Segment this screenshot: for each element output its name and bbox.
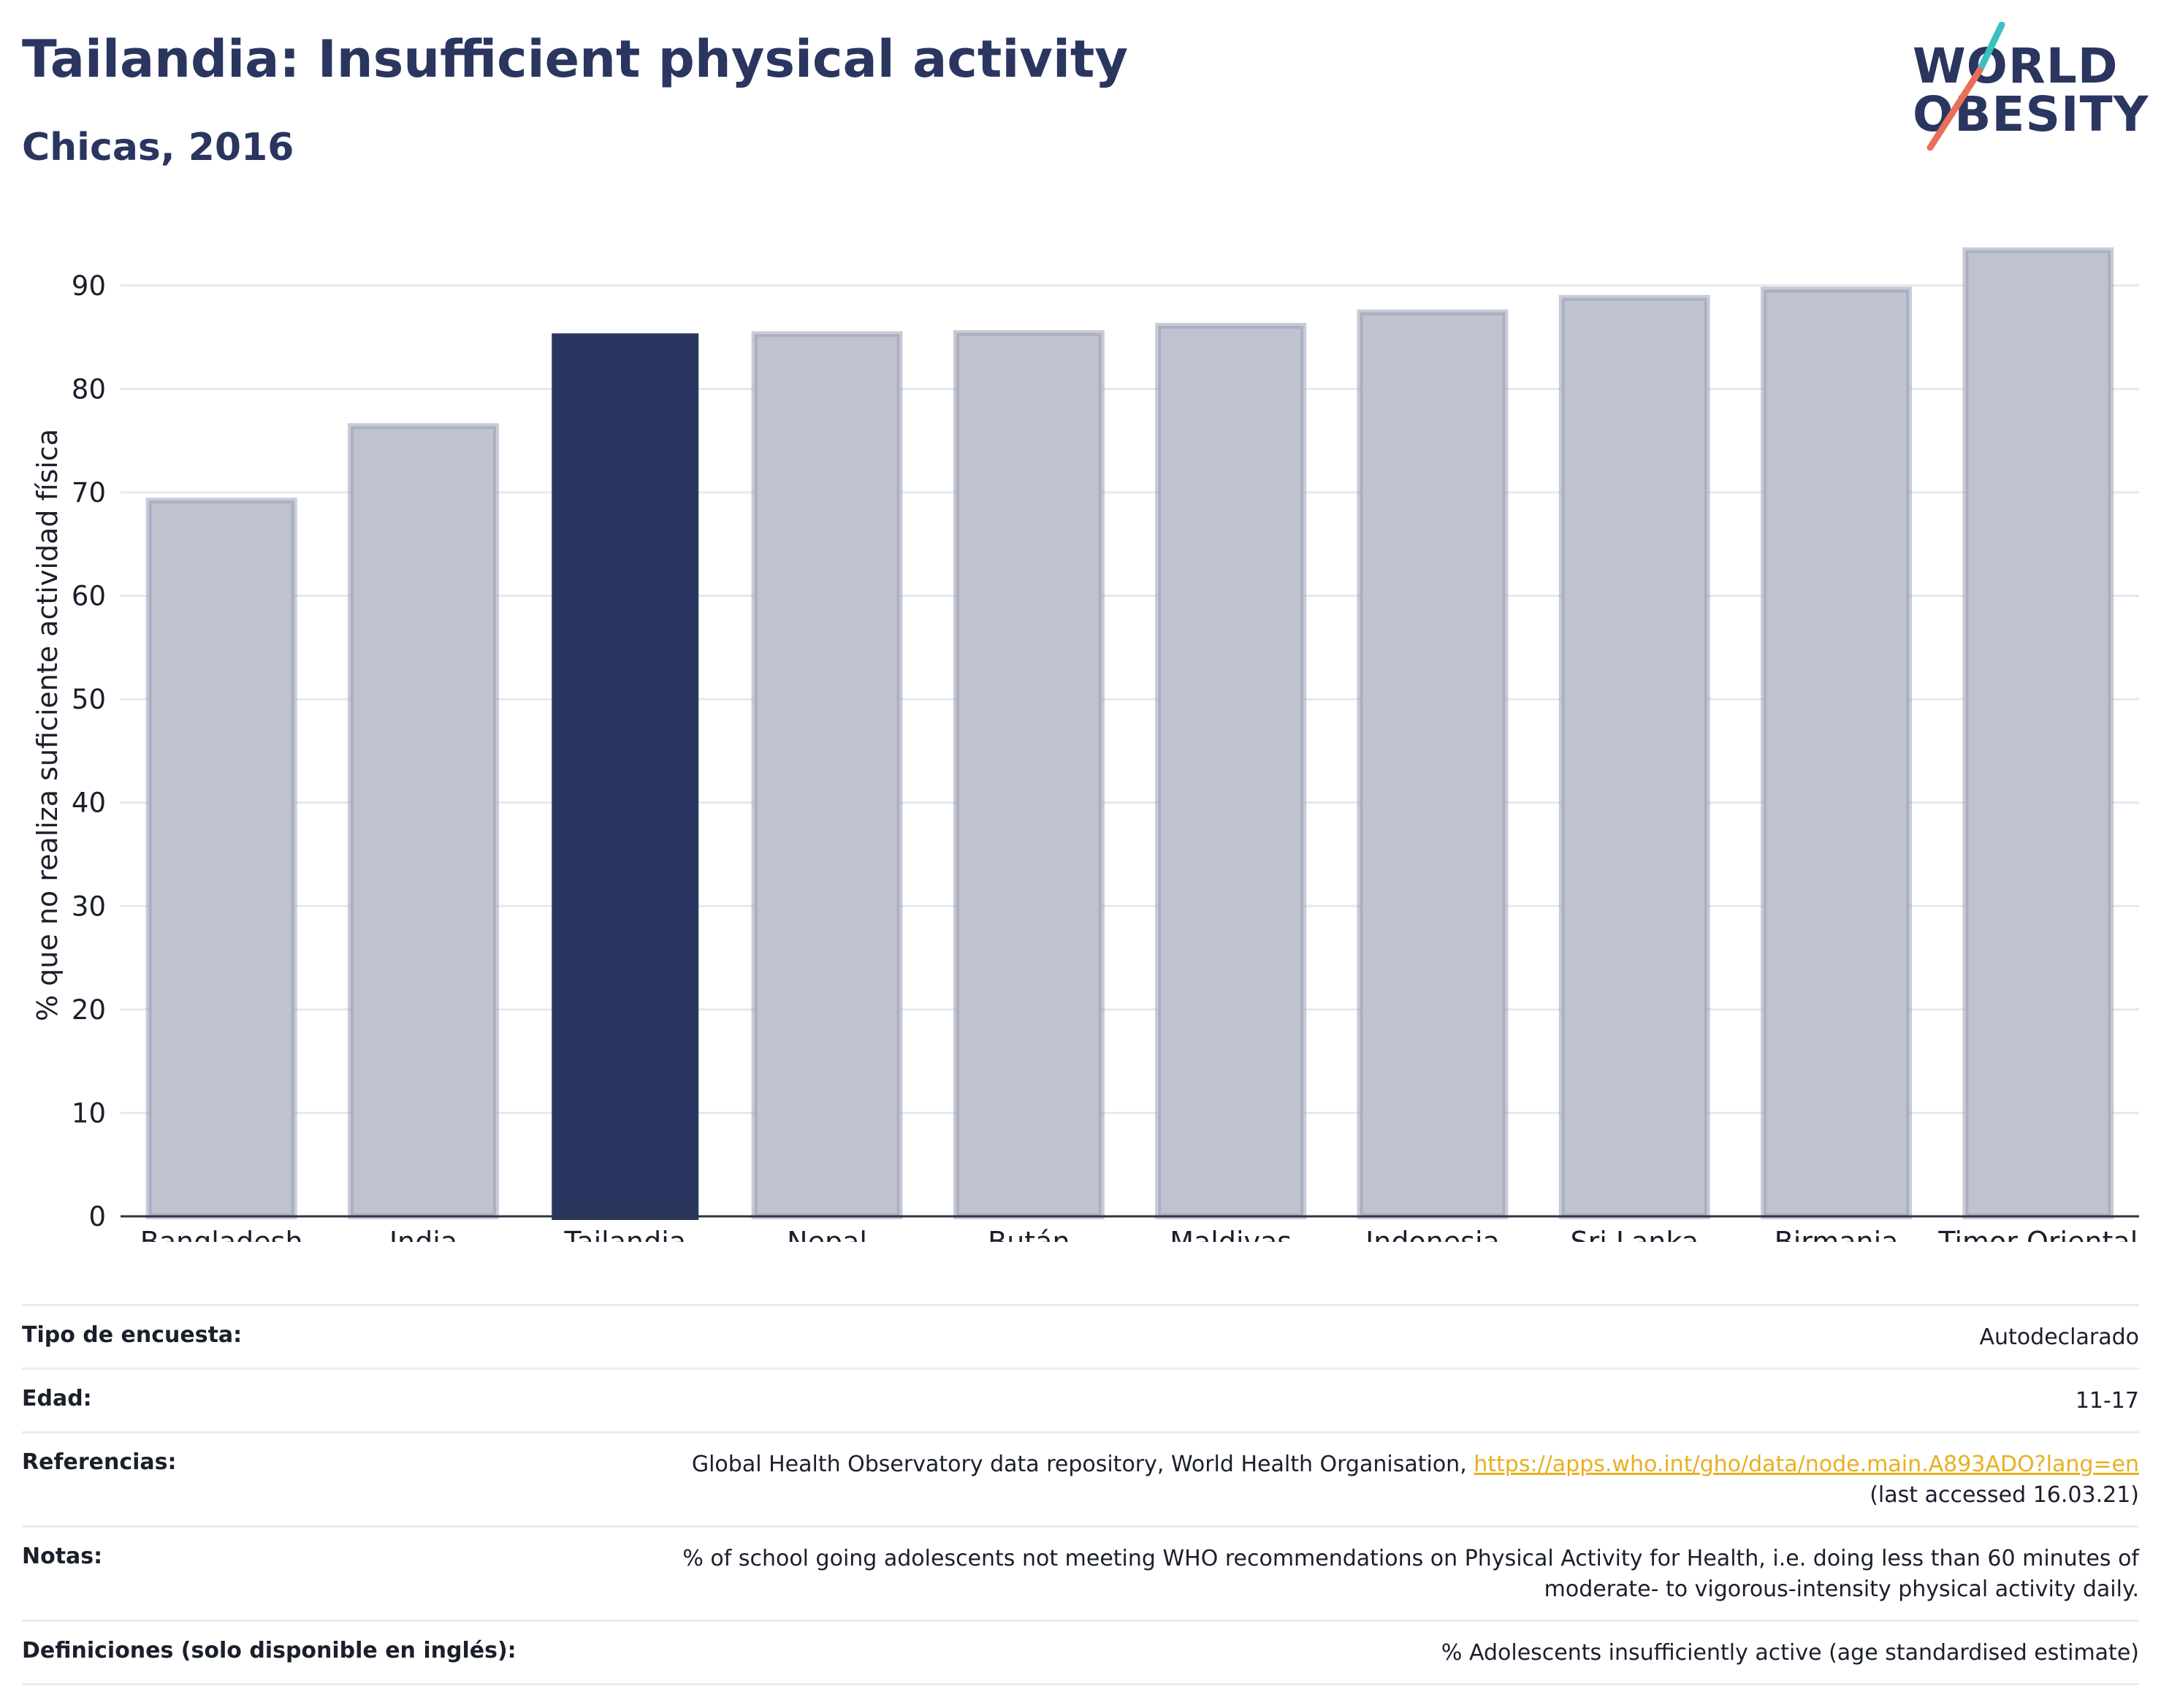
logo-word-world: WORLD	[1913, 38, 2119, 94]
bar-nepal	[751, 331, 903, 1220]
references-label: Referencias:	[22, 1449, 177, 1475]
info-row-references: Referencias: Global Health Observatory d…	[22, 1431, 2139, 1525]
info-row-notes: Notas: % of school going adolescents not…	[22, 1525, 2139, 1620]
y-tick-label: 80	[72, 373, 106, 405]
y-tick-label: 10	[72, 1097, 106, 1129]
age-label: Edad:	[22, 1386, 92, 1411]
y-tick-label: 40	[72, 788, 106, 819]
definitions-value: % Adolescents insufficiently active (age…	[1441, 1640, 2139, 1666]
age-value: 11-17	[2075, 1388, 2139, 1414]
info-row-survey-type: Tipo de encuesta: Autodeclarado	[22, 1304, 2139, 1368]
x-tick-label: Tailandia	[563, 1226, 686, 1242]
x-tick-label: India	[389, 1226, 457, 1242]
references-accessed: (last accessed 16.03.21)	[1870, 1482, 2139, 1508]
bar-maldivas	[1155, 323, 1307, 1220]
bar-bangladesh	[145, 497, 297, 1219]
x-tick-label: Birmania	[1775, 1226, 1899, 1242]
bar-birmania	[1761, 286, 1913, 1219]
x-tick-label: Bután	[988, 1226, 1070, 1242]
y-tick-label: 20	[72, 994, 106, 1026]
y-tick-label: 0	[88, 1201, 106, 1232]
survey-type-value: Autodeclarado	[1979, 1324, 2139, 1350]
y-tick-label: 30	[72, 891, 106, 922]
bar-but-n	[953, 329, 1105, 1220]
chart-title: Tailandia: Insufficient physical activit…	[22, 29, 1129, 89]
y-tick-label: 70	[72, 477, 106, 508]
bar-timor-oriental	[1962, 247, 2114, 1220]
references-value: Global Health Observatory data repositor…	[692, 1449, 2139, 1511]
survey-type-label: Tipo de encuesta:	[22, 1322, 243, 1348]
x-tick-label: Timor Oriental	[1937, 1226, 2138, 1242]
references-text: Global Health Observatory data repositor…	[691, 1452, 1474, 1477]
x-tick-label: Maldivas	[1170, 1226, 1292, 1242]
x-tick-label: Sri Lanka	[1570, 1226, 1699, 1242]
info-row-definitions: Definiciones (solo disponible en inglés)…	[22, 1620, 2139, 1685]
bar-india	[347, 423, 499, 1220]
bar-chart: 0 10 20 30 40 50 60 70 80 90 Bangladesh India Tailan…	[31, 247, 2139, 1242]
y-axis-label: % que no realiza suficiente actividad fí…	[31, 429, 64, 1021]
notes-line-1: % of school going adolescents not meetin…	[682, 1546, 2139, 1571]
bar-tailandia	[552, 333, 699, 1221]
x-tick-label: Indonesia	[1365, 1226, 1500, 1242]
y-tick-label: 60	[72, 581, 106, 612]
world-obesity-logo: WORLD OBESITY	[1899, 22, 2148, 153]
logo-slash-icon	[1926, 22, 2005, 151]
y-tick-label: 50	[72, 684, 106, 715]
y-tick-label: 90	[72, 270, 106, 302]
bar-indonesia	[1357, 309, 1509, 1220]
notes-value: % of school going adolescents not meetin…	[682, 1544, 2139, 1605]
definitions-label: Definiciones (solo disponible en inglés)…	[22, 1638, 517, 1663]
bar-sri-lanka	[1558, 294, 1710, 1220]
notes-line-2: moderate- to vigorous-intensity physical…	[1544, 1577, 2139, 1602]
x-tick-label: Nepal	[787, 1226, 867, 1242]
chart-subtitle: Chicas, 2016	[22, 126, 294, 169]
info-table: Tipo de encuesta: Autodeclarado Edad: 11…	[22, 1304, 2139, 1685]
axes: 0 10 20 30 40 50 60 70 80 90 Bangladesh India Tailan…	[72, 270, 2139, 1242]
references-link[interactable]: https://apps.who.int/gho/data/node.main.…	[1474, 1452, 2139, 1477]
notes-label: Notas:	[22, 1544, 103, 1569]
bars	[145, 247, 2114, 1221]
info-row-age: Edad: 11-17	[22, 1368, 2139, 1431]
x-tick-label: Bangladesh	[140, 1226, 303, 1242]
